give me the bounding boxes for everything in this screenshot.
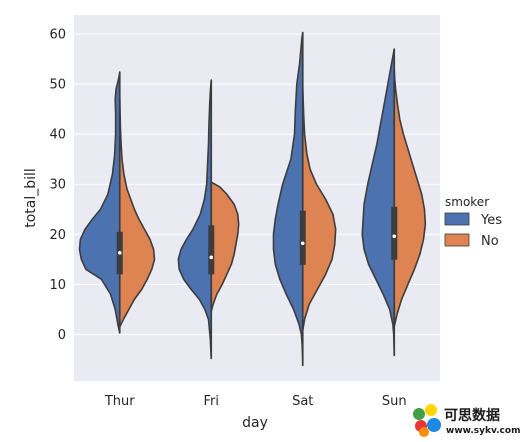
logo-dot (425, 404, 437, 416)
legend: smoker Yes No (444, 195, 502, 249)
watermark-brand-text: 可思数据 (444, 407, 500, 424)
x-tick-labels: Thur Fri Sat Sun (104, 394, 407, 409)
legend-label-no: No (481, 234, 499, 249)
legend-swatch-yes (444, 212, 470, 226)
x-tick-label: Sat (292, 394, 313, 409)
y-axis-title: total_bill (23, 168, 39, 228)
quartile-box (391, 206, 398, 260)
y-tick-label: 40 (49, 128, 66, 143)
y-tick-labels: 0 10 20 30 40 50 60 (49, 28, 66, 343)
median-marker (392, 234, 397, 239)
violin-half-no-thur (118, 95, 156, 328)
y-tick-label: 0 (58, 328, 66, 343)
quartile-box (208, 225, 215, 275)
median-marker (209, 255, 214, 260)
median-marker (300, 241, 305, 246)
violin-half-no-fri (210, 181, 240, 313)
x-tick-label: Fri (204, 394, 220, 409)
logo-dot (413, 408, 425, 420)
y-tick-label: 30 (49, 178, 66, 193)
violin-half-yes-fri (177, 79, 213, 360)
x-axis-title: day (242, 415, 268, 431)
y-tick-label: 50 (49, 78, 66, 93)
legend-label-yes: Yes (480, 213, 502, 228)
x-tick-label: Sun (382, 394, 407, 409)
y-tick-label: 20 (49, 228, 66, 243)
watermark-url: www.sykv.com (446, 426, 520, 436)
violin-half-yes-sun (361, 48, 396, 357)
y-tick-label: 10 (49, 278, 66, 293)
median-marker (117, 251, 122, 255)
violin-half-no-sun (393, 68, 427, 328)
quartile-box (299, 210, 306, 265)
x-tick-label: Thur (104, 394, 135, 409)
logo-dot (419, 427, 429, 437)
y-tick-label: 60 (49, 28, 66, 43)
violin-half-no-sat (301, 85, 337, 332)
violin-half-yes-thur (78, 71, 121, 334)
violins (78, 31, 427, 367)
inner-boxes (116, 32, 398, 366)
violin-half-yes-sat (272, 31, 304, 367)
legend-title: smoker (445, 195, 489, 209)
logo-dot (427, 418, 441, 432)
legend-swatch-no (444, 233, 470, 247)
watermark-logo: 可思数据 www.sykv.com (413, 404, 520, 437)
